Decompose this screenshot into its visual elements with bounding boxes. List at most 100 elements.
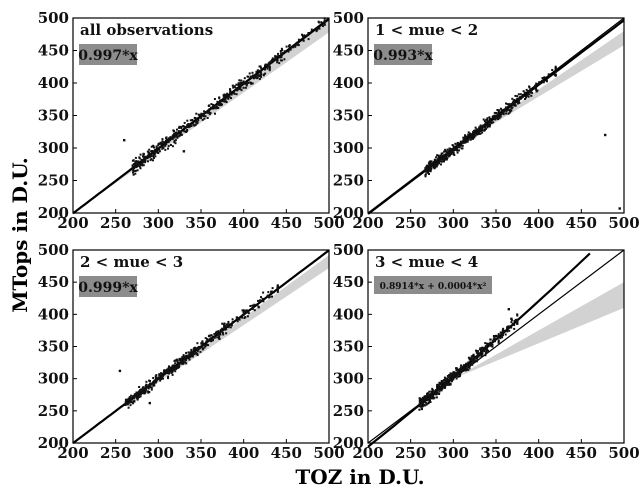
data-point: [141, 391, 144, 394]
data-point: [164, 144, 167, 147]
data-point: [442, 156, 445, 159]
data-point: [229, 89, 232, 92]
y-tick-label: 300: [333, 370, 364, 388]
outlier-point: [118, 369, 122, 373]
data-point: [213, 104, 216, 107]
data-point: [483, 350, 486, 353]
data-point: [211, 338, 214, 340]
data-point: [180, 127, 183, 129]
data-point: [225, 101, 228, 104]
data-point: [423, 396, 426, 399]
data-point: [207, 335, 210, 338]
data-point: [466, 138, 469, 141]
data-point: [478, 132, 481, 135]
data-point: [434, 393, 437, 396]
data-point: [175, 132, 178, 135]
data-point: [131, 398, 134, 401]
data-point: [437, 162, 439, 164]
data-point: [316, 27, 319, 30]
data-point: [188, 353, 191, 356]
y-tick-label: 450: [333, 42, 364, 60]
data-point: [208, 109, 211, 112]
data-point: [323, 23, 326, 26]
data-point: [472, 131, 475, 134]
data-point: [162, 141, 165, 144]
data-point: [242, 86, 245, 89]
data-point: [525, 88, 528, 91]
data-point: [420, 408, 423, 411]
data-point: [267, 291, 270, 294]
data-point: [513, 104, 516, 107]
data-point: [218, 337, 221, 340]
data-point: [436, 154, 439, 157]
data-point: [477, 352, 480, 355]
data-point: [448, 149, 451, 152]
data-point: [271, 58, 274, 61]
data-point: [242, 81, 245, 84]
data-point: [435, 164, 437, 166]
data-point: [233, 90, 235, 93]
data-point: [421, 405, 424, 408]
data-point: [227, 324, 229, 327]
data-point: [155, 145, 158, 148]
data-point: [420, 400, 423, 403]
data-point: [176, 136, 179, 139]
data-point: [137, 160, 140, 163]
data-point: [171, 136, 174, 139]
data-point: [158, 373, 161, 376]
data-point: [177, 130, 180, 133]
data-point: [149, 380, 151, 382]
data-point: [432, 392, 435, 395]
data-point: [294, 45, 297, 48]
data-point: [205, 340, 208, 343]
data-point: [192, 350, 195, 353]
data-point: [426, 164, 428, 167]
reference-band: [453, 31, 624, 148]
data-point: [486, 117, 489, 120]
data-point: [452, 152, 455, 154]
data-point: [456, 374, 459, 377]
data-point: [174, 362, 177, 365]
data-point: [516, 314, 519, 317]
data-point: [163, 369, 166, 372]
data-point: [490, 342, 493, 345]
data-point: [463, 369, 466, 372]
data-point: [476, 359, 479, 361]
data-point: [224, 325, 227, 328]
outlier-point: [148, 401, 151, 405]
data-point: [150, 388, 153, 391]
data-point: [448, 383, 451, 386]
data-point: [174, 365, 177, 368]
data-point: [430, 160, 433, 163]
data-point: [470, 355, 473, 358]
data-point: [539, 81, 542, 84]
data-point: [438, 158, 441, 161]
x-tick-label: 500: [313, 444, 344, 462]
data-point: [138, 386, 141, 388]
data-point: [142, 154, 145, 157]
data-point: [239, 86, 242, 89]
data-point: [244, 86, 247, 89]
data-point: [432, 395, 434, 398]
data-point: [225, 325, 228, 328]
data-point: [278, 62, 281, 65]
data-point: [195, 119, 198, 122]
x-tick-label: 450: [271, 444, 302, 462]
data-point: [488, 342, 491, 345]
data-point: [468, 358, 471, 361]
data-point: [275, 57, 278, 60]
data-point: [513, 324, 516, 326]
data-point: [433, 164, 436, 167]
data-point: [454, 372, 457, 375]
outlier-point: [507, 308, 510, 311]
data-point: [250, 81, 252, 84]
data-point: [176, 135, 179, 138]
data-point: [152, 157, 155, 159]
data-point: [150, 386, 153, 389]
data-point: [543, 76, 546, 79]
data-point: [437, 384, 440, 387]
data-point: [201, 113, 204, 116]
data-point: [185, 359, 187, 361]
data-point: [441, 155, 444, 157]
data-point: [192, 123, 195, 126]
